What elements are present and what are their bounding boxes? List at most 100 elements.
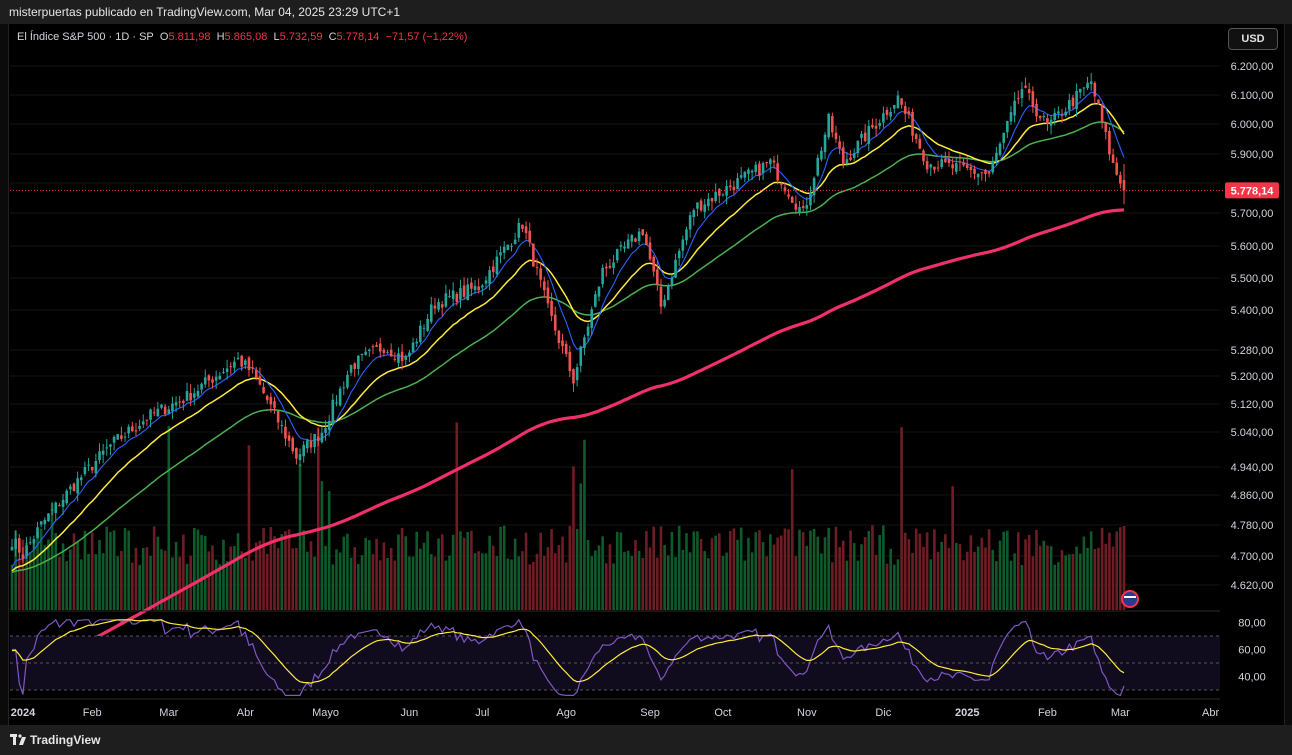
volume-bar [564, 562, 568, 610]
candle-body [561, 340, 564, 347]
candle-body [550, 300, 553, 316]
volume-bar [171, 557, 174, 610]
volume-bar [911, 552, 914, 610]
candle-body [652, 256, 655, 272]
candle-body [827, 113, 830, 138]
candle-body [692, 210, 696, 218]
candle-body [878, 123, 882, 126]
volume-bar [561, 536, 564, 610]
volume-bar [1071, 553, 1075, 610]
candle-body [342, 387, 346, 389]
volume-bar [823, 537, 827, 610]
volume-bar [849, 530, 852, 610]
candle-body [1020, 89, 1024, 99]
candle-body [203, 377, 207, 385]
candle-body [845, 159, 849, 164]
volume-bar [965, 551, 969, 610]
candle-body [448, 295, 451, 297]
footer-brand[interactable]: TradingView [30, 733, 101, 747]
volume-bar [871, 525, 874, 610]
volume-bar [174, 541, 178, 610]
volume-bar [947, 547, 951, 610]
volume-bar [728, 531, 732, 610]
candle-body [809, 192, 812, 206]
volume-bar [94, 554, 98, 610]
rsi-tick-label: 60,00 [1238, 645, 1266, 657]
candle-body [543, 281, 546, 291]
volume-bar [718, 533, 721, 610]
candle-body [83, 466, 87, 475]
volume-bar [976, 546, 980, 610]
candle-body [812, 177, 816, 196]
candle-body [160, 404, 163, 408]
volume-bar [444, 560, 448, 610]
volume-bar [251, 560, 254, 610]
candle-body [510, 245, 513, 247]
currency-button[interactable]: USD [1228, 28, 1278, 50]
volume-bar [568, 525, 572, 610]
candle-body [1060, 114, 1064, 116]
candle-body [604, 266, 608, 269]
volume-bar [721, 556, 725, 610]
candle-body [863, 132, 867, 142]
candle-body [167, 409, 171, 414]
volume-bar [878, 535, 882, 610]
candle-body [196, 390, 200, 397]
candle-body [1082, 87, 1086, 89]
candle-body [174, 402, 178, 406]
candle-body [597, 286, 601, 297]
volume-bar [87, 553, 90, 610]
volume-bar [120, 551, 123, 610]
candle-body [222, 371, 225, 373]
volume-bar [17, 558, 21, 610]
volume-bar [1104, 543, 1108, 610]
volume-bar [951, 486, 954, 610]
symbol-label[interactable]: El Índice S&P 500 · 1D · SP [17, 31, 154, 43]
candle-body [306, 440, 309, 449]
volume-bar [178, 556, 182, 610]
volume-bar [612, 563, 615, 610]
candle-body [1027, 89, 1031, 93]
candle-body [790, 196, 794, 203]
volume-bar [692, 531, 696, 610]
tradingview-logo-icon[interactable] [10, 734, 26, 745]
volume-bar [590, 556, 593, 610]
y-tick-label: 5.040,00 [1231, 427, 1274, 439]
candle-body [626, 239, 630, 249]
candle-body [907, 111, 911, 115]
volume-bar [502, 525, 506, 610]
candle-body [389, 349, 393, 357]
candle-body [69, 486, 72, 490]
volume-bar [284, 531, 287, 610]
candle-body [933, 166, 936, 170]
candle-body [681, 239, 685, 251]
candle-body [739, 175, 743, 178]
volume-bar [196, 529, 200, 610]
candle-body [572, 369, 575, 384]
volume-bar [710, 538, 714, 610]
candle-body [466, 284, 470, 301]
volume-bar [101, 553, 105, 610]
candle-body [513, 239, 517, 245]
candle-body [1104, 122, 1108, 132]
volume-bar [141, 547, 145, 610]
candle-body [484, 280, 488, 284]
volume-bar [940, 541, 944, 610]
volume-bar [152, 526, 156, 610]
candle-body [823, 134, 827, 153]
candle-body [896, 95, 900, 109]
change-value: −71,57 (−1,22%) [385, 31, 468, 43]
volume-bar [980, 537, 984, 610]
y-tick-label: 4.700,00 [1231, 551, 1274, 563]
candle-body [131, 426, 134, 432]
volume-bar [79, 559, 83, 610]
volume-bar [944, 534, 947, 610]
candle-body [364, 351, 367, 355]
candle-body [798, 207, 801, 213]
candle-body [772, 160, 776, 163]
candle-body [357, 355, 360, 369]
volume-bar [831, 562, 834, 610]
ema-mid-line [11, 102, 1125, 572]
candle-body [754, 164, 758, 172]
